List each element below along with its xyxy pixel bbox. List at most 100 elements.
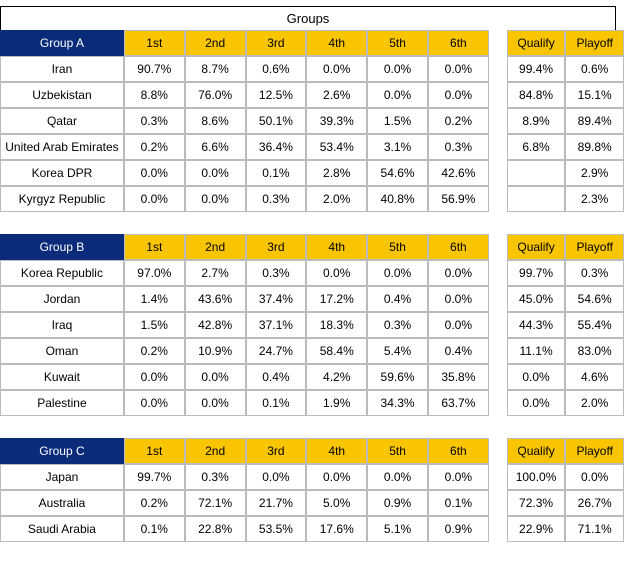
rank-cell: 0.2% — [428, 108, 489, 134]
table-row: Palestine0.0%0.0%0.1%1.9%34.3%63.7%0.0%2… — [0, 390, 624, 416]
qualify-cell: 83.0% — [565, 338, 624, 364]
rank-cell: 1.9% — [306, 390, 367, 416]
rank-cell: 53.4% — [306, 134, 367, 160]
rank-header: 6th — [428, 30, 489, 56]
rank-cell: 0.0% — [428, 56, 489, 82]
gap — [489, 160, 507, 186]
rank-cell: 0.0% — [428, 260, 489, 286]
rank-header: 1st — [124, 234, 185, 260]
team-name: Oman — [0, 338, 124, 364]
qualify-cell: 0.3% — [565, 260, 624, 286]
rank-cell: 8.8% — [124, 82, 185, 108]
rank-cell: 0.0% — [367, 56, 428, 82]
group-table: Group B1st2nd3rd4th5th6thQualifyPlayoffK… — [0, 234, 624, 416]
rank-cell: 0.0% — [428, 286, 489, 312]
rank-header: 1st — [124, 438, 185, 464]
qualify-cell — [507, 186, 566, 212]
qualify-cell: 0.0% — [507, 364, 566, 390]
team-name: Korea DPR — [0, 160, 124, 186]
rank-cell: 0.2% — [124, 490, 185, 516]
rank-header: 3rd — [246, 30, 307, 56]
gap — [489, 338, 507, 364]
rank-cell: 37.1% — [246, 312, 307, 338]
qualify-cell: 99.4% — [507, 56, 566, 82]
qualify-cell: 55.4% — [565, 312, 624, 338]
group-block: Group B1st2nd3rd4th5th6thQualifyPlayoffK… — [0, 234, 624, 416]
rank-cell: 17.2% — [306, 286, 367, 312]
group-table: Group C1st2nd3rd4th5th6thQualifyPlayoffJ… — [0, 438, 624, 542]
gap — [489, 56, 507, 82]
groups-container: Group A1st2nd3rd4th5th6thQualifyPlayoffI… — [0, 30, 624, 542]
rank-cell: 0.0% — [185, 364, 246, 390]
team-name: Kyrgyz Republic — [0, 186, 124, 212]
table-row: Uzbekistan8.8%76.0%12.5%2.6%0.0%0.0%84.8… — [0, 82, 624, 108]
rank-cell: 0.9% — [428, 516, 489, 542]
table-row: Jordan1.4%43.6%37.4%17.2%0.4%0.0%45.0%54… — [0, 286, 624, 312]
rank-cell: 0.4% — [428, 338, 489, 364]
rank-cell: 0.0% — [124, 390, 185, 416]
rank-cell: 0.2% — [124, 338, 185, 364]
group-header: Group B — [0, 234, 124, 260]
rank-cell: 2.6% — [306, 82, 367, 108]
rank-cell: 39.3% — [306, 108, 367, 134]
qualify-cell: 4.6% — [565, 364, 624, 390]
gap — [489, 516, 507, 542]
qualify-cell: 99.7% — [507, 260, 566, 286]
rank-cell: 50.1% — [246, 108, 307, 134]
rank-cell: 0.3% — [367, 312, 428, 338]
rank-cell: 0.0% — [367, 260, 428, 286]
rank-cell: 54.6% — [367, 160, 428, 186]
rank-cell: 90.7% — [124, 56, 185, 82]
rank-cell: 1.5% — [367, 108, 428, 134]
qualify-header: Playoff — [565, 30, 624, 56]
team-name: Palestine — [0, 390, 124, 416]
rank-cell: 10.9% — [185, 338, 246, 364]
rank-cell: 6.6% — [185, 134, 246, 160]
rank-cell: 2.8% — [306, 160, 367, 186]
rank-cell: 0.9% — [367, 490, 428, 516]
team-name: Iraq — [0, 312, 124, 338]
rank-cell: 97.0% — [124, 260, 185, 286]
rank-cell: 8.7% — [185, 56, 246, 82]
rank-cell: 22.8% — [185, 516, 246, 542]
rank-cell: 40.8% — [367, 186, 428, 212]
qualify-header: Qualify — [507, 30, 566, 56]
rank-header: 3rd — [246, 438, 307, 464]
rank-cell: 0.3% — [124, 108, 185, 134]
rank-cell: 1.5% — [124, 312, 185, 338]
team-name: Uzbekistan — [0, 82, 124, 108]
qualify-cell: 89.8% — [565, 134, 624, 160]
qualify-cell: 22.9% — [507, 516, 566, 542]
qualify-header: Playoff — [565, 234, 624, 260]
rank-header: 6th — [428, 438, 489, 464]
rank-cell: 35.8% — [428, 364, 489, 390]
qualify-header: Qualify — [507, 234, 566, 260]
gap — [489, 364, 507, 390]
gap — [489, 30, 507, 56]
qualify-cell: 11.1% — [507, 338, 566, 364]
rank-cell: 24.7% — [246, 338, 307, 364]
table-row: Saudi Arabia0.1%22.8%53.5%17.6%5.1%0.9%2… — [0, 516, 624, 542]
qualify-cell: 44.3% — [507, 312, 566, 338]
rank-header: 4th — [306, 234, 367, 260]
groups-title: Groups — [0, 6, 616, 30]
table-row: United Arab Emirates0.2%6.6%36.4%53.4%3.… — [0, 134, 624, 160]
rank-header: 1st — [124, 30, 185, 56]
gap — [489, 82, 507, 108]
rank-cell: 0.0% — [185, 186, 246, 212]
rank-header: 2nd — [185, 30, 246, 56]
rank-cell: 0.0% — [428, 464, 489, 490]
gap — [489, 464, 507, 490]
qualify-cell: 71.1% — [565, 516, 624, 542]
group-block: Group A1st2nd3rd4th5th6thQualifyPlayoffI… — [0, 30, 624, 212]
rank-cell: 99.7% — [124, 464, 185, 490]
gap — [489, 312, 507, 338]
rank-cell: 0.4% — [367, 286, 428, 312]
rank-cell: 0.0% — [367, 82, 428, 108]
rank-cell: 0.0% — [428, 82, 489, 108]
rank-cell: 34.3% — [367, 390, 428, 416]
rank-cell: 0.0% — [306, 260, 367, 286]
rank-cell: 42.8% — [185, 312, 246, 338]
rank-cell: 5.1% — [367, 516, 428, 542]
qualify-cell: 0.6% — [565, 56, 624, 82]
